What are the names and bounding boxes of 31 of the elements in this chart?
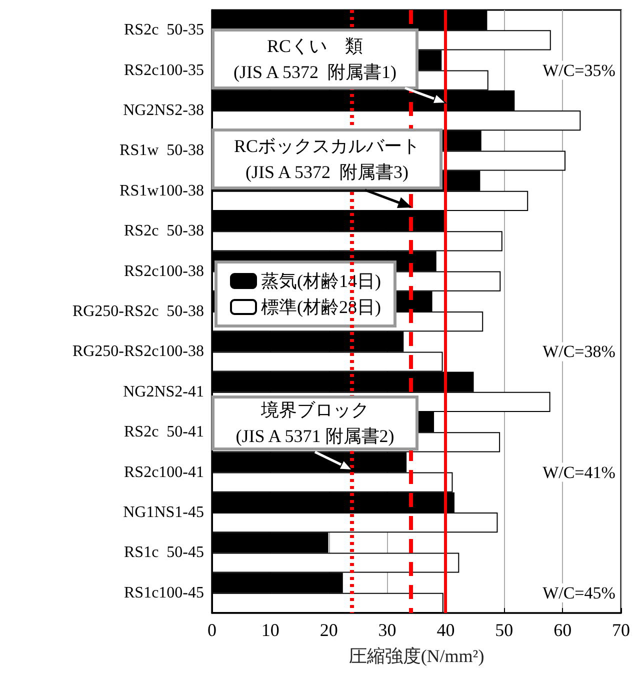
y-tick-label: RS1c100-45	[124, 584, 204, 602]
x-tick-label: 10	[261, 620, 280, 640]
x-tick-label: 20	[320, 620, 338, 640]
y-tick-label: NG1NS1-45	[123, 504, 204, 521]
annotation: W/C=35%	[542, 60, 616, 80]
y-tick-label: RS2c 50-38	[124, 222, 204, 240]
annotation: W/C=41%	[542, 462, 616, 482]
y-tick-label: RG250-RS2c 50-38	[72, 303, 204, 320]
y-tick-label: NG2NS2-38	[123, 102, 204, 119]
y-tick-label: RS1c 50-45	[124, 544, 204, 562]
x-tick-label: 30	[378, 620, 396, 640]
x-tick-label: 60	[554, 620, 572, 640]
ref-line-label: 境界ブロック (JIS A 5371 附属書2)	[236, 400, 394, 446]
ref-line-label: RCボックスカルバート (JIS A 5372 附属書3)	[234, 136, 420, 182]
x-axis-title: 圧縮強度(N/mm²)	[348, 646, 484, 666]
y-tick-label: RS2c100-35	[124, 62, 204, 79]
y-tick-label: RS2c 50-35	[124, 22, 204, 39]
x-tick-label: 40	[436, 620, 455, 640]
annotation: W/C=45%	[542, 583, 616, 602]
y-tick-label: RS2c100-38	[124, 262, 204, 280]
annotation: W/C=38%	[542, 342, 616, 362]
ref-line-label: RCくい 類 (JIS A 5372 附属書1)	[233, 36, 397, 82]
x-tick-label: 50	[495, 620, 514, 640]
y-tick-label: RG250-RS2c100-38	[72, 343, 204, 360]
y-tick-label: RS2c 50-41	[124, 424, 204, 441]
x-tick-label: 70	[612, 620, 630, 640]
x-tick-label: 0	[208, 620, 216, 640]
y-tick-label: RS1w100-38	[120, 182, 204, 200]
y-tick-label: RS2c100-41	[124, 464, 204, 481]
y-tick-label: RS1w 50-38	[120, 142, 204, 160]
y-tick-label: NG2NS2-41	[123, 383, 204, 400]
